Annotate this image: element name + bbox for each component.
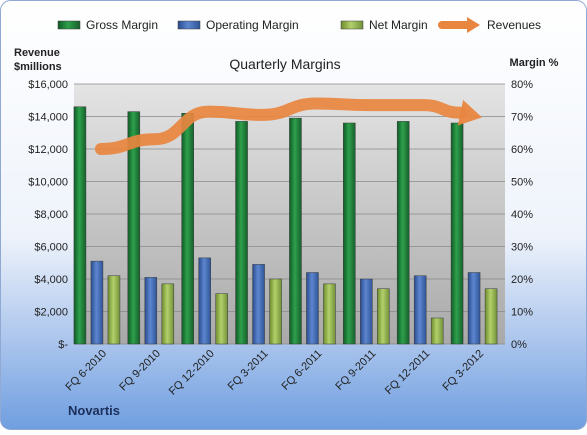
legend-swatch-gross-margin (57, 20, 81, 30)
bar-operating-margin (90, 260, 104, 345)
bar-gross-margin (289, 117, 302, 345)
left-tick-label: $16,000 (28, 79, 68, 91)
left-tick-label: $6,000 (34, 242, 68, 254)
right-tick-label: 0% (511, 339, 527, 351)
bar-net-margin (161, 283, 175, 345)
left-axis-title-line2: $millions (14, 61, 62, 73)
right-tick-label: 20% (511, 274, 533, 286)
right-tick-labels: 0% 10% 20% 30% 40% 50% 60% 70% 80% (511, 79, 533, 351)
bar-operating-margin (144, 277, 158, 345)
legend-label: Operating Margin (206, 18, 299, 32)
bar-net-margin (430, 317, 444, 345)
bar-gross-margin (450, 122, 464, 345)
left-tick-label: $12,000 (28, 144, 68, 156)
revenue-arrowhead (457, 100, 482, 126)
bar-gross-margin (181, 113, 194, 345)
left-tick-label: $10,000 (28, 177, 68, 189)
right-tick-label: 30% (511, 242, 533, 254)
bar-net-margin (215, 293, 228, 345)
legend-swatch-arrow (467, 17, 480, 33)
bar-net-margin (269, 278, 282, 345)
company-label: Novartis (68, 403, 120, 418)
legend-label: Gross Margin (86, 18, 158, 32)
left-axis-title: Revenue $millions (14, 47, 63, 73)
legend: Gross Margin Operating Margin Net Margin Re… (57, 17, 541, 33)
bar-net-margin (377, 288, 390, 345)
bars (73, 106, 498, 345)
right-tick-label: 10% (511, 307, 533, 319)
right-tick-label: 60% (511, 144, 533, 156)
left-tick-label: $- (58, 339, 68, 351)
bar-operating-margin (467, 272, 481, 345)
legend-swatch-operating-margin (177, 20, 201, 30)
bar-operating-margin (360, 278, 373, 345)
left-axis-title-line1: Revenue (14, 47, 60, 59)
revenue-line (94, 97, 467, 155)
bar-operating-margin (413, 275, 427, 345)
left-tick-label: $8,000 (34, 209, 68, 221)
left-tick-label: $2,000 (34, 307, 68, 319)
bar-gross-margin (396, 121, 410, 345)
bar-net-margin (323, 283, 336, 345)
bar-operating-margin (252, 264, 265, 345)
right-tick-label: 40% (511, 209, 533, 221)
bar-gross-margin (235, 121, 248, 345)
chart-title: Quarterly Margins (229, 56, 340, 72)
left-tick-labels: $- $2,000 $4,000 $6,000 $8,000 $10,000 $12,000… (28, 79, 68, 351)
right-tick-label: 50% (511, 177, 533, 189)
bar-operating-margin (198, 257, 211, 345)
bar-gross-margin (73, 106, 87, 345)
revenue-series (94, 97, 482, 155)
right-tick-label: 70% (511, 112, 533, 124)
right-tick-label: 80% (511, 79, 533, 91)
bar-gross-margin (127, 111, 141, 345)
bar-gross-margin (343, 122, 356, 345)
bar-operating-margin (306, 272, 319, 345)
bar-net-margin (107, 275, 121, 345)
legend-label: Revenues (487, 18, 541, 32)
left-tick-label: $4,000 (34, 274, 68, 286)
legend-label: Net Margin (369, 18, 428, 32)
right-axis-title: Margin % (510, 57, 559, 69)
bar-net-margin (484, 288, 498, 345)
left-tick-label: $14,000 (28, 112, 68, 124)
legend-swatch-net-margin (340, 20, 364, 30)
